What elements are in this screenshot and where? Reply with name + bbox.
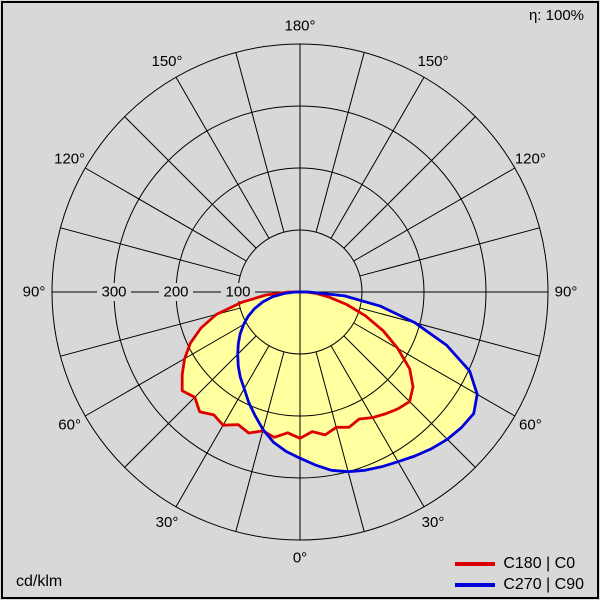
- legend-item-c90: C270 | C90: [455, 576, 584, 594]
- angle-label: 150°: [417, 53, 448, 70]
- distribution-curve-c270c90: [236, 290, 479, 474]
- radial-tick-mask: [97, 283, 131, 301]
- grid-spoke: [60, 307, 241, 357]
- radial-tick-label: 300: [101, 284, 126, 301]
- angle-label: 180°: [284, 18, 315, 35]
- grid-spoke: [315, 52, 365, 233]
- angle-label: 120°: [54, 151, 85, 168]
- grid-spoke: [124, 116, 257, 249]
- grid-spoke: [84, 167, 247, 262]
- grid-spoke: [235, 351, 285, 532]
- angle-label: 30°: [422, 514, 445, 531]
- radial-tick-mask: [159, 283, 193, 301]
- radial-tick-mask: [221, 283, 255, 301]
- radial-tick-label: 200: [163, 284, 188, 301]
- efficiency-label: η: 100%: [528, 7, 584, 24]
- legend: C180 | C0 C270 | C90: [455, 555, 584, 594]
- distribution-fill: [237, 292, 478, 472]
- grid-spoke: [84, 322, 247, 417]
- legend-line-blue: [455, 583, 496, 587]
- grid-spoke: [353, 322, 516, 417]
- distribution-curve-c180c0: [180, 290, 415, 440]
- radial-tick-label: 100: [225, 284, 250, 301]
- grid-spoke: [124, 335, 257, 468]
- grid-spoke: [235, 52, 285, 233]
- grid-spoke: [315, 351, 365, 532]
- grid-spoke: [343, 116, 476, 249]
- grid-spoke: [330, 76, 425, 239]
- grid-spoke: [330, 345, 425, 508]
- angle-label: 30°: [156, 514, 179, 531]
- grid-spoke: [359, 307, 540, 357]
- angle-label: 60°: [519, 417, 542, 434]
- legend-item-c0: C180 | C0: [455, 555, 584, 573]
- legend-line-red: [455, 562, 496, 566]
- angle-label: 90°: [23, 284, 46, 301]
- angle-label: 150°: [151, 53, 182, 70]
- legend-label-c90: C270 | C90: [503, 576, 584, 593]
- angle-label: 60°: [58, 417, 81, 434]
- legend-label-c0: C180 | C0: [503, 555, 576, 572]
- angle-label: 0°: [293, 550, 307, 567]
- grid-spoke: [175, 76, 270, 239]
- angle-label: 120°: [515, 151, 546, 168]
- angle-label: 90°: [555, 284, 578, 301]
- unit-label: cd/klm: [16, 573, 63, 590]
- grid-spoke: [60, 227, 241, 277]
- grid-spoke: [353, 167, 516, 262]
- grid-spoke: [359, 227, 540, 277]
